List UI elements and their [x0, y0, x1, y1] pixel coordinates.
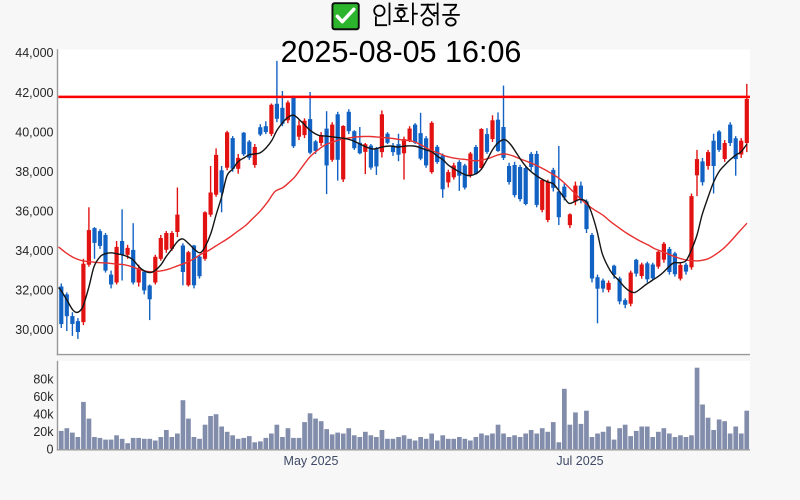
- svg-text:34,000: 34,000: [15, 244, 53, 258]
- svg-text:44,000: 44,000: [15, 46, 53, 60]
- svg-text:32,000: 32,000: [15, 284, 53, 298]
- svg-text:40,000: 40,000: [15, 125, 53, 139]
- svg-text:0: 0: [47, 443, 54, 457]
- svg-text:20k: 20k: [33, 425, 54, 439]
- svg-text:Jul 2025: Jul 2025: [556, 454, 603, 468]
- svg-text:2025-08-05 16:06: 2025-08-05 16:06: [281, 35, 522, 69]
- svg-text:36,000: 36,000: [15, 205, 53, 219]
- svg-text:May 2025: May 2025: [284, 454, 339, 468]
- svg-text:80k: 80k: [33, 372, 54, 386]
- svg-text:42,000: 42,000: [15, 86, 53, 100]
- svg-text:40k: 40k: [33, 407, 54, 421]
- svg-text:60k: 60k: [33, 390, 54, 404]
- svg-text:30,000: 30,000: [15, 323, 53, 337]
- svg-text:38,000: 38,000: [15, 165, 53, 179]
